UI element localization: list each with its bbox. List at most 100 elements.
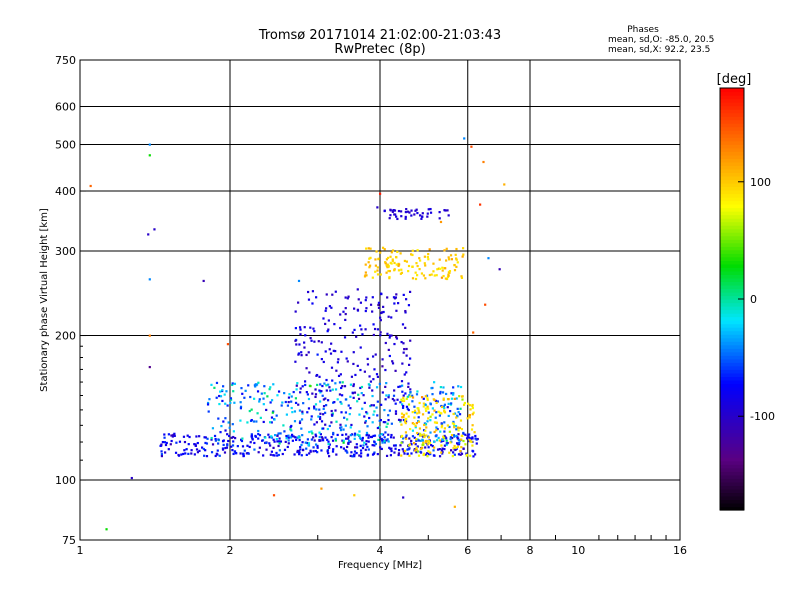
data-point <box>443 434 446 438</box>
x-tick-label: 16 <box>673 544 687 557</box>
data-point <box>440 276 444 279</box>
data-point <box>368 375 371 378</box>
data-point <box>402 396 405 399</box>
data-point <box>391 259 394 262</box>
data-point <box>424 407 427 410</box>
data-point <box>365 307 368 310</box>
data-point <box>452 420 455 424</box>
data-point <box>306 441 309 445</box>
data-point <box>439 390 442 394</box>
data-point <box>413 448 416 451</box>
colorbar-segment <box>720 154 744 159</box>
data-point <box>397 264 400 267</box>
colorbar-segment <box>720 95 744 100</box>
data-point <box>258 434 262 437</box>
data-point <box>352 362 355 366</box>
data-point <box>214 454 217 458</box>
data-point <box>405 434 408 437</box>
data-point <box>200 446 204 449</box>
data-point <box>388 336 391 339</box>
data-point <box>426 398 429 401</box>
data-point <box>373 441 376 444</box>
data-point <box>332 448 335 451</box>
data-point <box>225 390 228 393</box>
data-point <box>217 417 220 420</box>
data-point <box>364 421 367 424</box>
data-point <box>339 313 342 316</box>
data-point <box>360 385 364 389</box>
data-point <box>341 394 344 397</box>
data-point <box>363 370 366 373</box>
data-point <box>315 296 318 299</box>
data-point <box>367 440 370 443</box>
data-point <box>327 399 330 402</box>
data-point <box>276 394 279 397</box>
data-point <box>285 413 288 416</box>
data-point <box>319 417 322 421</box>
data-point <box>256 390 260 393</box>
data-point <box>316 446 319 449</box>
data-point <box>262 454 265 457</box>
data-point <box>377 303 380 307</box>
data-point <box>204 436 207 439</box>
data-point <box>394 369 397 372</box>
colorbar-segment <box>720 302 744 307</box>
data-point <box>453 453 456 456</box>
data-point <box>373 444 376 447</box>
data-point <box>416 438 419 441</box>
data-point <box>388 354 391 358</box>
data-point <box>460 427 464 431</box>
data-point <box>407 270 410 273</box>
data-point <box>402 450 405 453</box>
data-point <box>227 421 230 424</box>
data-point <box>310 418 313 421</box>
data-point <box>294 397 298 400</box>
data-point <box>307 397 311 401</box>
data-point <box>446 275 450 279</box>
data-point <box>182 452 185 456</box>
data-point <box>299 445 302 449</box>
data-point <box>419 214 422 217</box>
x-tick-label: 1 <box>77 544 84 557</box>
data-point <box>401 362 404 365</box>
data-point <box>419 447 422 450</box>
data-point <box>341 433 344 437</box>
data-point <box>456 426 459 429</box>
data-point <box>324 436 327 439</box>
data-point <box>283 448 287 451</box>
data-point <box>461 395 464 398</box>
stats-line-o: mean, sd,O: -85.0, 20.5 <box>608 35 714 45</box>
data-point <box>431 445 434 448</box>
data-point <box>415 262 418 265</box>
data-point <box>167 448 170 451</box>
data-point <box>170 439 173 443</box>
data-point <box>226 404 229 407</box>
data-point <box>184 452 187 455</box>
data-point <box>304 441 307 444</box>
data-point <box>286 445 289 449</box>
data-point <box>465 454 468 457</box>
data-point <box>205 442 209 445</box>
data-point <box>310 430 313 433</box>
data-point <box>329 352 333 355</box>
data-point <box>273 418 276 421</box>
data-point <box>221 448 225 451</box>
colorbar-segment <box>720 418 744 423</box>
data-point <box>442 398 445 401</box>
data-point <box>333 400 336 404</box>
data-point <box>331 293 334 296</box>
data-point <box>416 445 419 448</box>
data-point <box>257 432 260 436</box>
data-point <box>375 373 379 376</box>
data-point <box>440 449 444 452</box>
data-point <box>228 426 231 429</box>
data-point <box>194 443 197 446</box>
data-point <box>371 296 374 299</box>
data-point <box>400 215 403 218</box>
data-point <box>231 423 234 426</box>
data-point <box>295 384 298 387</box>
colorbar-segment <box>720 200 744 205</box>
data-point <box>426 215 429 218</box>
data-point <box>439 386 442 389</box>
